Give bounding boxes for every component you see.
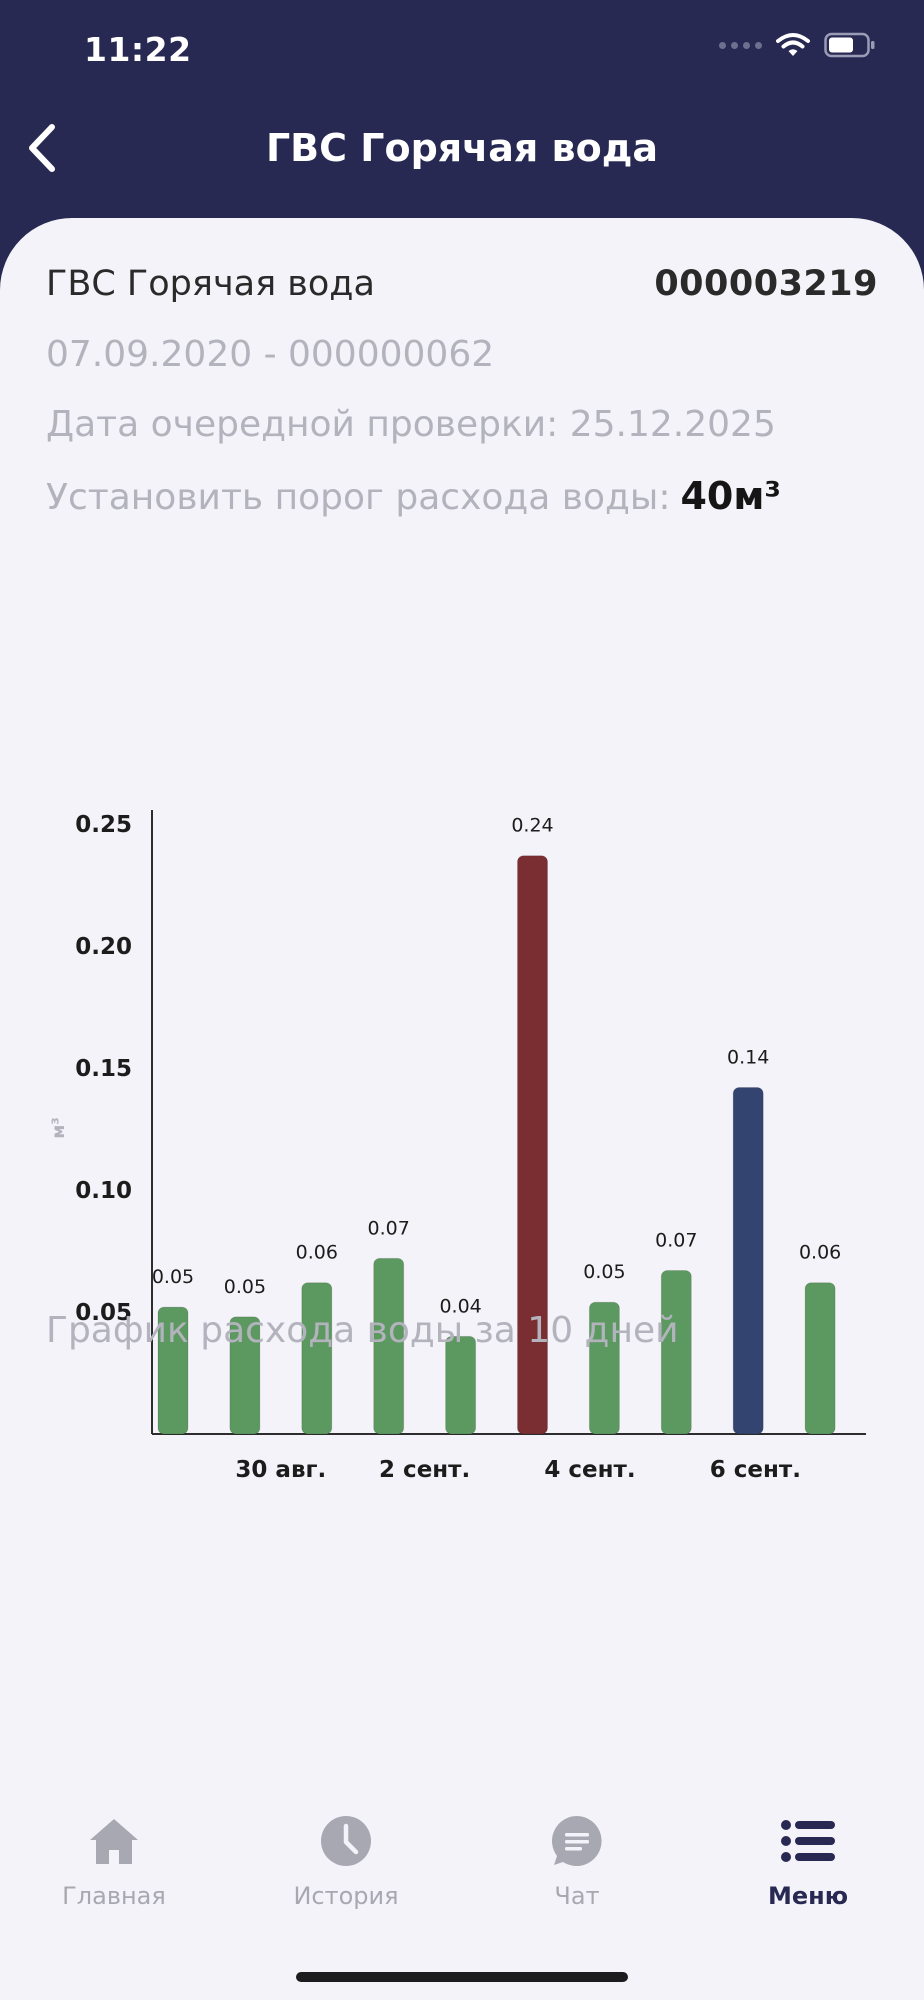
tab-history-label: История — [293, 1882, 399, 1910]
y-tick-label: 0.20 — [75, 934, 132, 960]
tab-chat[interactable]: Чат — [477, 1810, 677, 1930]
bar — [517, 855, 548, 1435]
home-indicator — [296, 1972, 628, 1982]
bar-value-label: 0.05 — [224, 1276, 266, 1298]
bar-value-label: 0.04 — [439, 1295, 481, 1317]
bar-value-label: 0.05 — [583, 1261, 625, 1283]
page-title: ГВС Горячая вода — [265, 126, 659, 170]
content-card: ГВС Горячая вода 000003219 07.09.2020 - … — [0, 218, 924, 2000]
bar-value-label: 0.24 — [511, 815, 553, 837]
header: ГВС Горячая вода — [0, 100, 924, 200]
signal-icon — [719, 41, 762, 49]
bar-value-label: 0.06 — [296, 1242, 338, 1264]
bar-value-label: 0.14 — [727, 1047, 769, 1069]
threshold-row[interactable]: Установить порог расхода воды: 40м³ — [46, 474, 781, 518]
y-tick-label: 0.05 — [75, 1300, 132, 1326]
tab-history[interactable]: История — [246, 1810, 446, 1930]
y-axis-label: м³ — [49, 1117, 69, 1138]
x-tick-label: 4 сент. — [544, 1457, 635, 1483]
x-tick-label: 30 авг. — [235, 1457, 326, 1483]
install-line: 07.09.2020 - 000000062 — [46, 334, 495, 375]
back-button[interactable] — [12, 118, 72, 178]
battery-icon — [824, 32, 875, 58]
bar — [732, 1087, 764, 1435]
bar — [588, 1301, 620, 1435]
clock-icon — [321, 1816, 371, 1866]
bar — [301, 1282, 333, 1435]
x-tick-label: 6 сент. — [710, 1457, 801, 1483]
meter-header-row: ГВС Горячая вода 000003219 — [46, 264, 878, 304]
tab-home[interactable]: Главная — [14, 1810, 214, 1930]
wifi-icon — [776, 33, 810, 56]
bar — [660, 1270, 692, 1435]
tab-menu-label: Меню — [767, 1882, 849, 1910]
tab-chat-label: Чат — [554, 1882, 600, 1910]
chevron-left-icon — [29, 124, 55, 172]
menu-icon — [781, 1820, 835, 1862]
bar — [373, 1257, 405, 1435]
bar — [445, 1335, 477, 1435]
y-tick-label: 0.25 — [75, 812, 132, 838]
meter-name: ГВС Горячая вода — [46, 264, 375, 304]
bar-value-label: 0.05 — [152, 1266, 194, 1288]
threshold-value[interactable]: 40м³ — [680, 474, 782, 518]
status-time: 11:22 — [84, 30, 192, 69]
threshold-label: Установить порог расхода воды: — [46, 477, 671, 518]
bar-value-label: 0.07 — [368, 1217, 410, 1239]
chat-icon — [552, 1816, 602, 1866]
y-tick-label: 0.10 — [75, 1178, 132, 1204]
status-icons — [719, 32, 876, 58]
x-tick-label: 2 сент. — [379, 1457, 470, 1483]
bar — [229, 1316, 261, 1435]
consumption-chart: 0.05 0.10 0.15 0.20 0.25 м³ 0.05 0.05 0.06 0.07 0.… — [49, 810, 866, 1483]
bar-value-label: 0.06 — [799, 1242, 841, 1264]
chart-caption: График расхода воды за 10 дней — [46, 1310, 679, 1351]
tab-home-label: Главная — [62, 1882, 166, 1910]
home-icon — [90, 1819, 138, 1864]
account-number: 000003219 — [654, 264, 878, 304]
bar — [157, 1306, 189, 1435]
bar — [804, 1282, 836, 1435]
tab-bar: Главная История Чат — [0, 1810, 924, 1950]
next-check-date: Дата очередной проверки: 25.12.2025 — [46, 404, 776, 445]
y-tick-label: 0.15 — [75, 1056, 132, 1082]
status-bar: 11:22 — [0, 0, 924, 100]
bar-value-label: 0.07 — [655, 1230, 697, 1252]
tab-menu[interactable]: Меню — [708, 1810, 908, 1930]
